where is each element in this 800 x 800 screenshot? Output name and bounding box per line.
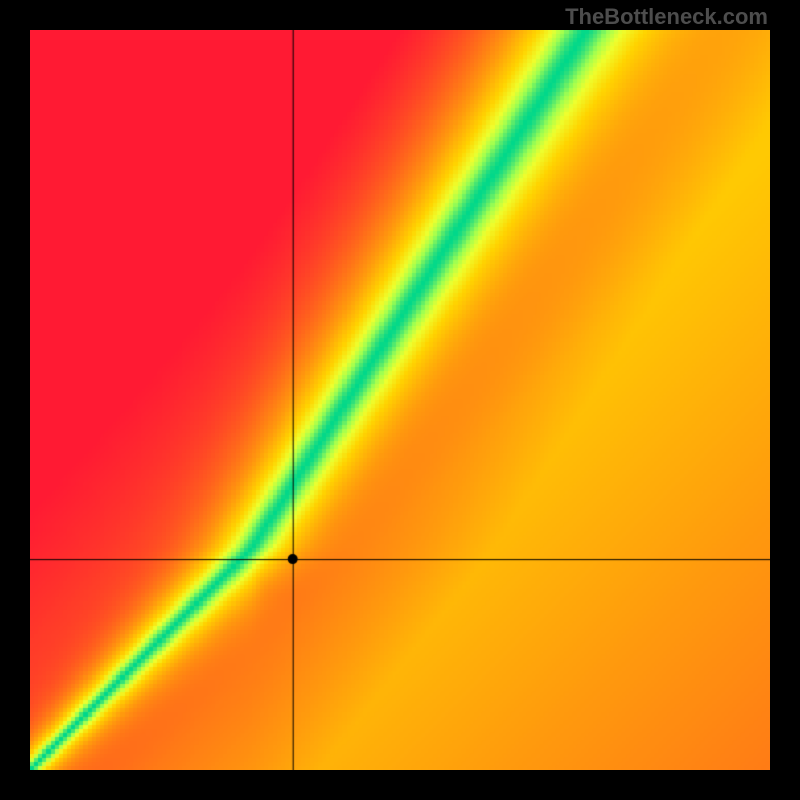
bottleneck-heatmap [30,30,770,770]
watermark-text: TheBottleneck.com [0,4,768,30]
